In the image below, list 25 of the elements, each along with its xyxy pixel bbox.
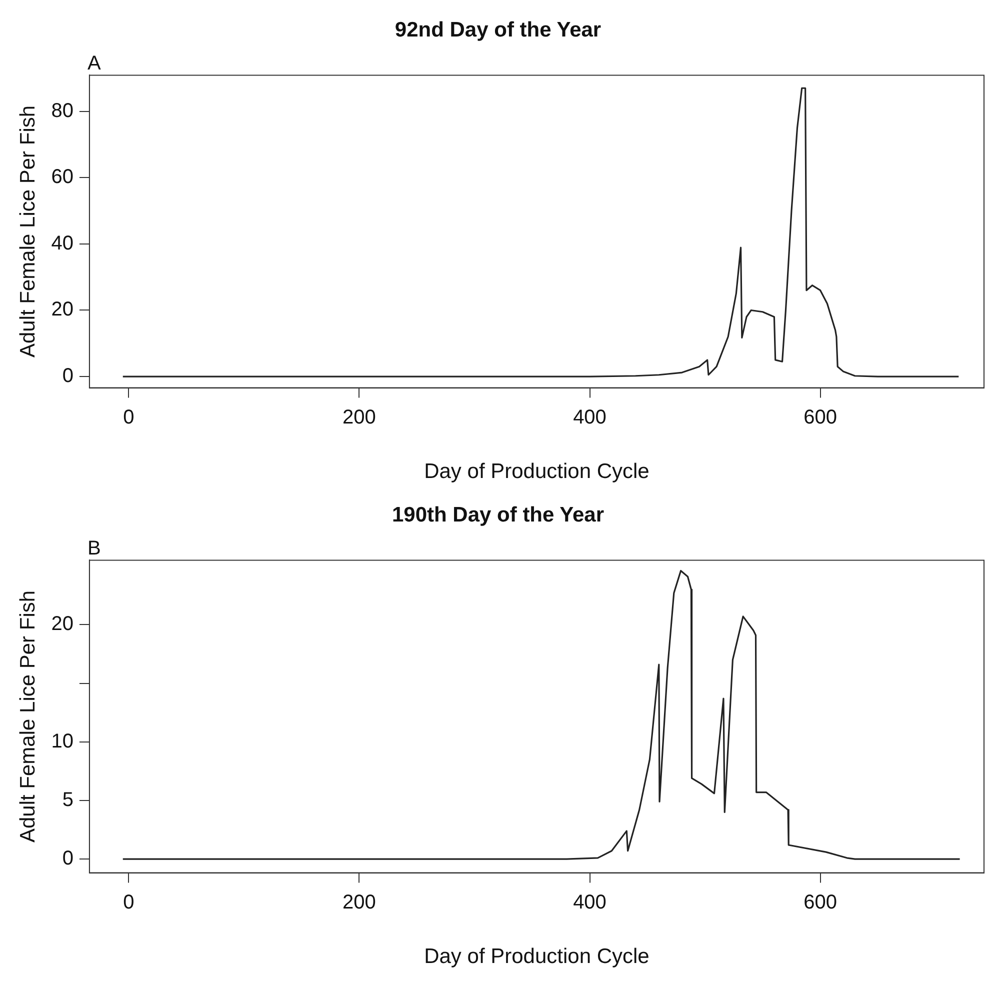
x-tick-label: 0 <box>123 891 134 914</box>
x-tick-label: 600 <box>804 406 837 428</box>
y-tick-label: 60 <box>51 166 74 188</box>
y-tick-label: 20 <box>51 613 74 636</box>
x-tick-label: 400 <box>573 891 606 914</box>
y-tick-label: 40 <box>51 232 74 254</box>
x-tick-label: 400 <box>573 406 606 428</box>
y-tick-label: 10 <box>51 730 74 752</box>
y-axis-title: Adult Female Lice Per Fish <box>16 590 40 843</box>
x-tick-label: 200 <box>342 891 376 914</box>
x-axis-title: Day of Production Cycle <box>424 945 650 968</box>
y-tick-label: 0 <box>62 365 74 388</box>
y-tick-label: 0 <box>62 848 74 870</box>
text: B <box>87 538 101 560</box>
x-tick-label: 600 <box>804 891 837 914</box>
y-axis-title: Adult Female Lice Per Fish <box>16 105 40 358</box>
text: A <box>87 52 102 75</box>
x-tick-label: 0 <box>123 406 134 428</box>
x-tick-label: 200 <box>342 406 376 428</box>
chart-title: 190th Day of the Year <box>392 503 604 526</box>
y-tick-label: 80 <box>51 100 74 122</box>
y-tick-label: 5 <box>62 788 74 811</box>
y-tick-label: 20 <box>51 298 74 321</box>
x-axis-title: Day of Production Cycle <box>424 460 650 484</box>
chart-title: 92nd Day of the Year <box>394 18 602 42</box>
